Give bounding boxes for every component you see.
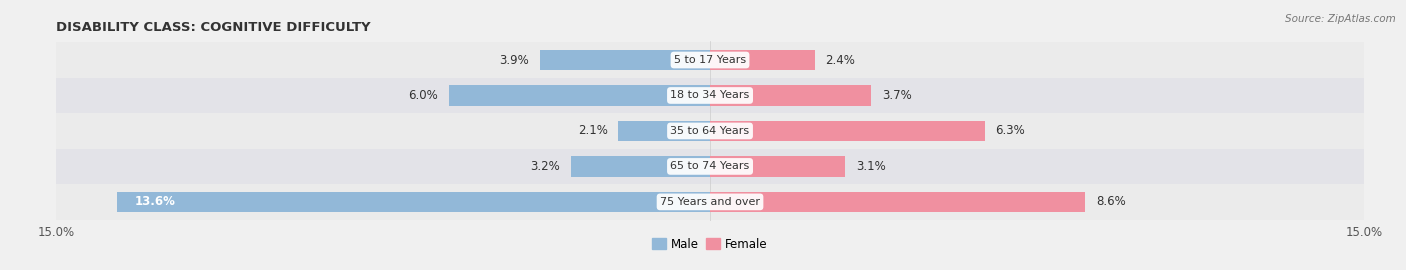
- Bar: [56, 78, 1364, 113]
- Text: 35 to 64 Years: 35 to 64 Years: [671, 126, 749, 136]
- Text: 8.6%: 8.6%: [1095, 195, 1126, 208]
- Text: 3.2%: 3.2%: [530, 160, 560, 173]
- Bar: [56, 42, 1364, 78]
- Bar: [571, 156, 710, 177]
- Bar: [540, 50, 710, 70]
- Bar: [449, 85, 710, 106]
- Text: 6.0%: 6.0%: [408, 89, 437, 102]
- Bar: [710, 121, 984, 141]
- Text: 2.1%: 2.1%: [578, 124, 607, 137]
- Text: 3.1%: 3.1%: [856, 160, 886, 173]
- Text: 65 to 74 Years: 65 to 74 Years: [671, 161, 749, 171]
- Bar: [710, 192, 1085, 212]
- Text: 3.7%: 3.7%: [882, 89, 912, 102]
- Bar: [56, 149, 1364, 184]
- Legend: Male, Female: Male, Female: [648, 233, 772, 255]
- Text: 3.9%: 3.9%: [499, 53, 529, 66]
- Text: 6.3%: 6.3%: [995, 124, 1025, 137]
- Text: 75 Years and over: 75 Years and over: [659, 197, 761, 207]
- Bar: [710, 156, 845, 177]
- Text: DISABILITY CLASS: COGNITIVE DIFFICULTY: DISABILITY CLASS: COGNITIVE DIFFICULTY: [56, 21, 371, 34]
- Bar: [117, 192, 710, 212]
- Text: 13.6%: 13.6%: [135, 195, 176, 208]
- Bar: [56, 113, 1364, 149]
- Text: 5 to 17 Years: 5 to 17 Years: [673, 55, 747, 65]
- Bar: [619, 121, 710, 141]
- Text: 18 to 34 Years: 18 to 34 Years: [671, 90, 749, 100]
- Text: Source: ZipAtlas.com: Source: ZipAtlas.com: [1285, 14, 1396, 23]
- Text: 2.4%: 2.4%: [825, 53, 855, 66]
- Bar: [56, 184, 1364, 220]
- Bar: [710, 85, 872, 106]
- Bar: [710, 50, 814, 70]
